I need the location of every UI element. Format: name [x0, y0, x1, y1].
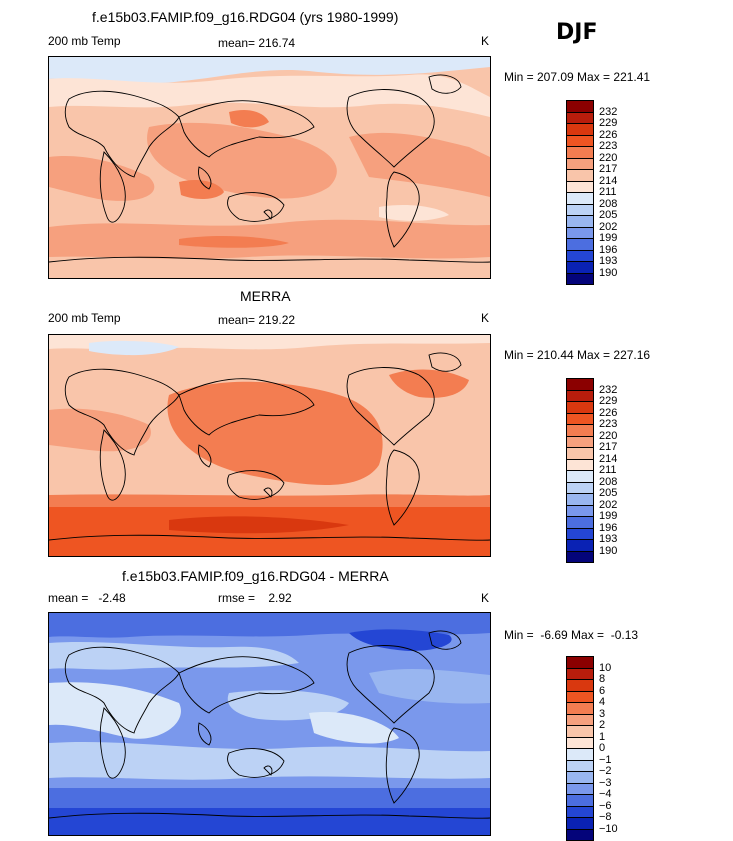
colorbar-label: 199 [599, 511, 617, 522]
colorbar-label: 226 [599, 130, 617, 141]
panel-title-obs: MERRA [240, 288, 291, 304]
panel-left-label-obs: 200 mb Temp [48, 311, 121, 325]
colorbar-label: 214 [599, 454, 617, 465]
field-dark-south [49, 808, 490, 835]
panel-mean-label-model: mean= 216.74 [218, 36, 295, 50]
colorbar-label: 211 [599, 187, 617, 198]
colorbar-label: 220 [599, 431, 617, 442]
colorbar-label: 223 [599, 141, 617, 152]
panel-units-obs: K [481, 311, 489, 325]
colorbar-label: 205 [599, 488, 617, 499]
colorbar-label: 6 [599, 686, 605, 697]
panel-title-model: f.e15b03.FAMIP.f09_g16.RDG04 (yrs 1980-1… [92, 9, 398, 25]
panel-left-label-diff: mean = -2.48 [48, 591, 126, 605]
colorbar-label: 229 [599, 396, 617, 407]
minmax-obs: Min = 210.44 Max = 227.16 [504, 348, 650, 362]
panel-left-label-model: 200 mb Temp [48, 34, 121, 48]
colorbar-label: 199 [599, 233, 617, 244]
colorbar-label: 217 [599, 442, 617, 453]
colorbar-label: 3 [599, 709, 605, 720]
map-panel-obs [48, 334, 491, 557]
panel-units-model: K [481, 34, 489, 48]
colorbar-label: −4 [599, 789, 612, 800]
colorbar-label: −10 [599, 824, 618, 835]
colorbar-label: 229 [599, 118, 617, 129]
minmax-diff: Min = -6.69 Max = -0.13 [504, 628, 638, 642]
colorbar-label: 0 [599, 743, 605, 754]
colorbar-swatch [566, 273, 594, 286]
minmax-model: Min = 207.09 Max = 221.41 [504, 70, 650, 84]
map-panel-model [48, 56, 491, 279]
colorbar-label: 232 [599, 107, 617, 118]
colorbar-label: 208 [599, 477, 617, 488]
colorbar-label: 2 [599, 720, 605, 731]
colorbar-label: 223 [599, 419, 617, 430]
colorbar-label: 232 [599, 385, 617, 396]
colorbar-label: 10 [599, 663, 611, 674]
panel-mean-label-obs: mean= 219.22 [218, 313, 295, 327]
panel-units-diff: K [481, 591, 489, 605]
colorbar-label: 205 [599, 210, 617, 221]
colorbar-label: 193 [599, 534, 617, 545]
colorbar-label: −6 [599, 801, 612, 812]
colorbar-label: 8 [599, 674, 605, 685]
contour-map-diff [49, 613, 490, 835]
colorbar-label: 217 [599, 164, 617, 175]
panel-rmse-label-diff: rmse = 2.92 [218, 591, 292, 605]
contour-map-model [49, 57, 490, 278]
colorbar-swatch [566, 551, 594, 564]
colorbar-swatch [566, 829, 594, 841]
colorbar-label: 196 [599, 523, 617, 534]
colorbar-label: 226 [599, 408, 617, 419]
colorbar-label: 193 [599, 256, 617, 267]
colorbar-label: −8 [599, 812, 612, 823]
panel-title-diff: f.e15b03.FAMIP.f09_g16.RDG04 - MERRA [122, 568, 389, 584]
colorbar-label: 190 [599, 268, 617, 279]
colorbar-label: −3 [599, 778, 612, 789]
season-label: DJF [556, 20, 597, 45]
colorbar-label: 202 [599, 500, 617, 511]
map-panel-diff [48, 612, 491, 836]
colorbar-label: −2 [599, 766, 612, 777]
colorbar-label: 220 [599, 153, 617, 164]
colorbar-label: 202 [599, 222, 617, 233]
colorbar-label: 196 [599, 245, 617, 256]
colorbar-label: 214 [599, 176, 617, 187]
colorbar-label: 1 [599, 732, 605, 743]
contour-map-obs [49, 335, 490, 556]
colorbar-label: 4 [599, 697, 605, 708]
colorbar-label: 208 [599, 199, 617, 210]
colorbar-label: 211 [599, 465, 617, 476]
colorbar-label: −1 [599, 755, 612, 766]
colorbar-label: 190 [599, 546, 617, 557]
